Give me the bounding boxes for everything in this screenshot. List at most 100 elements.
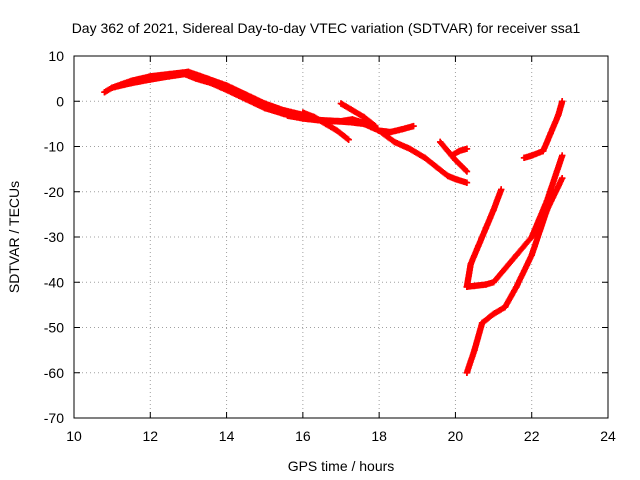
data-point: [108, 84, 116, 91]
x-tick-label: 14: [219, 428, 235, 444]
data-point: [261, 100, 268, 107]
y-tick-label: 0: [56, 93, 64, 109]
data-point: [337, 100, 345, 107]
data-point: [501, 303, 509, 311]
y-tick-label: -30: [44, 229, 64, 245]
data-point: [330, 117, 337, 125]
data-point: [467, 260, 474, 268]
data-point: [128, 77, 135, 85]
chart-title: Day 362 of 2021, Sidereal Day-to-day VTE…: [72, 20, 581, 36]
x-tick-label: 12: [142, 428, 158, 444]
data-point: [101, 89, 108, 96]
data-point: [387, 128, 394, 136]
data-point: [284, 112, 291, 119]
x-tick-label: 20: [448, 428, 464, 444]
x-tick-label: 16: [295, 428, 311, 444]
x-tick-label: 24: [600, 428, 616, 444]
y-tick-label: -20: [44, 184, 64, 200]
data-point: [345, 118, 352, 126]
series-upper-band: [108, 68, 307, 119]
x-tick-label: 10: [66, 428, 82, 444]
data-point: [456, 147, 463, 155]
series-track-low-3: [463, 174, 566, 376]
data-point: [513, 283, 520, 290]
y-tick-label: -60: [44, 365, 64, 381]
data-point: [421, 154, 429, 162]
data-point: [528, 233, 535, 241]
data-point: [528, 251, 535, 259]
data-point: [444, 172, 451, 180]
data-point: [547, 129, 554, 137]
series-track-right: [520, 98, 566, 162]
data-point: [559, 98, 566, 105]
data-point: [349, 107, 356, 114]
data-point: [471, 346, 478, 354]
data-point: [166, 70, 173, 78]
y-tick-label: -70: [44, 410, 64, 426]
data-point: [410, 122, 417, 130]
data-point: [322, 120, 329, 128]
series-branch-down: [299, 109, 352, 143]
data-point: [147, 73, 154, 80]
data-point: [204, 75, 211, 82]
data-point: [436, 138, 444, 146]
data-point: [406, 145, 413, 152]
data-point: [452, 156, 459, 164]
data-point: [452, 175, 459, 183]
y-tick-label: -40: [44, 274, 64, 290]
y-tick-label: -10: [44, 139, 64, 155]
data-point: [490, 310, 497, 318]
data-point: [280, 107, 287, 114]
data-point: [543, 206, 551, 214]
data-point: [482, 224, 490, 232]
data-point: [559, 174, 566, 182]
data-point: [478, 319, 486, 327]
data-point: [375, 127, 383, 134]
data-point: [372, 122, 379, 130]
x-axis-label: GPS time / hours: [288, 458, 395, 474]
data-point: [475, 242, 482, 250]
data-point: [391, 138, 398, 146]
data-point: [299, 109, 307, 116]
data-point: [463, 283, 471, 290]
data-point: [345, 136, 352, 143]
data-point: [513, 251, 520, 259]
data-point: [482, 281, 490, 288]
plot-frame: [73, 55, 609, 419]
data-point: [463, 179, 471, 186]
data-point: [520, 154, 528, 162]
y-tick-label: -50: [44, 320, 64, 336]
series-branch-20a: [436, 138, 471, 175]
data-point: [299, 115, 307, 122]
data-point: [360, 113, 368, 121]
data-point: [490, 206, 497, 214]
data-point: [333, 127, 341, 134]
data-point: [490, 279, 497, 286]
data-point: [471, 282, 478, 290]
data-point: [559, 152, 566, 159]
tick-labels: 10 12 14 16 18 20 22 24 10 0 -10 -20 -30 -40 -50 -60 -70: [44, 48, 616, 444]
data-point: [498, 186, 505, 193]
data-point: [185, 68, 192, 76]
data-point: [555, 111, 562, 119]
data-point: [539, 147, 547, 155]
data-points: [101, 68, 566, 376]
x-tick-label: 18: [371, 428, 387, 444]
series-track-low-2: [463, 152, 566, 290]
data-point: [242, 91, 249, 98]
data-point: [444, 147, 451, 155]
data-point: [223, 82, 230, 89]
data-point: [398, 126, 406, 133]
data-point: [360, 120, 368, 128]
data-point: [311, 113, 318, 121]
y-axis-label: SDTVAR / TECUs: [6, 181, 22, 293]
data-point: [448, 152, 455, 159]
series-branch-20b: [448, 145, 471, 159]
data-point: [528, 152, 535, 159]
grid-lines: [74, 56, 608, 418]
data-point: [463, 168, 471, 175]
series-branch-up: [337, 100, 379, 130]
data-point: [501, 265, 509, 272]
